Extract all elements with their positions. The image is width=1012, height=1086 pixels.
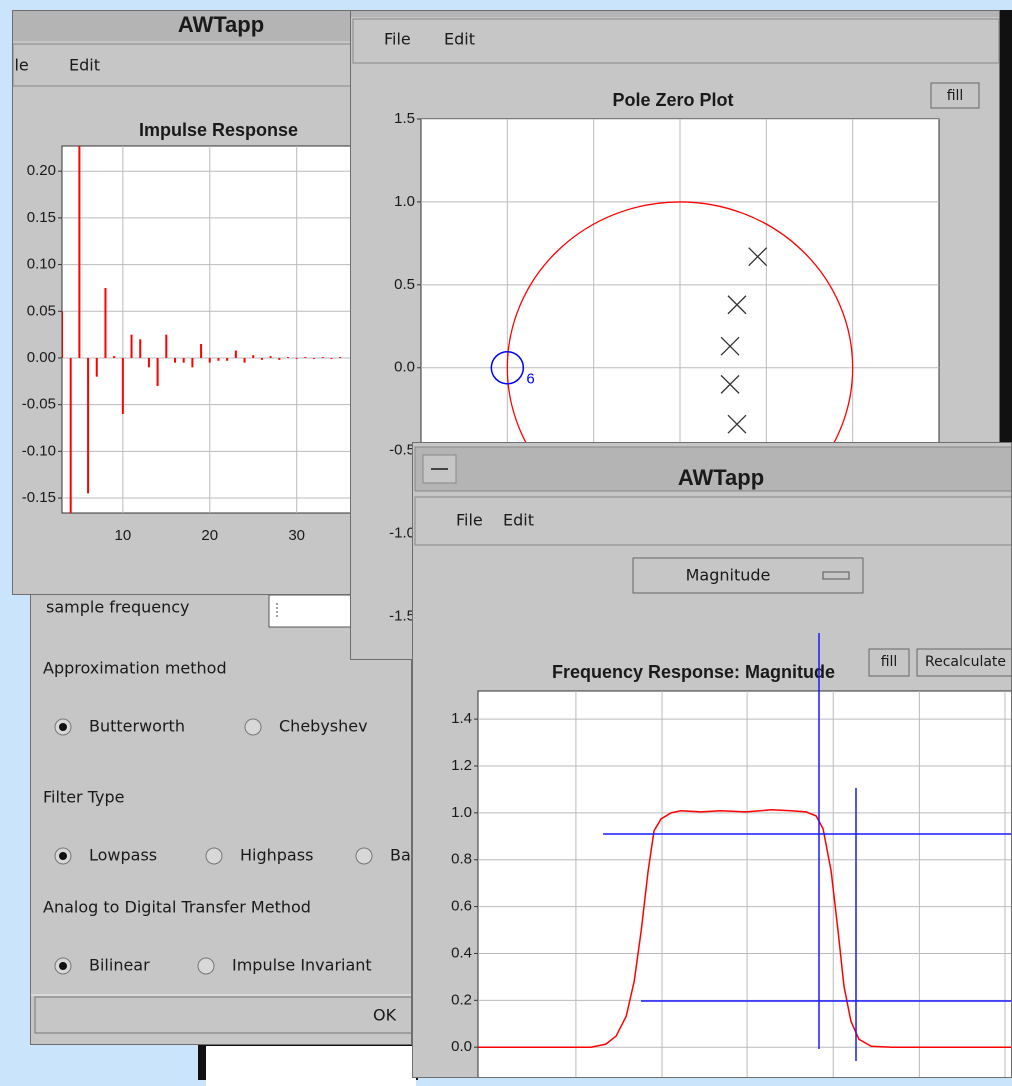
plot-area bbox=[477, 690, 1011, 1077]
radio-label: Butterworth bbox=[89, 717, 185, 736]
window-title: AWTapp bbox=[678, 465, 764, 490]
y-tick-label: -0.5 bbox=[389, 442, 415, 459]
y-tick-label: 1.0 bbox=[394, 193, 415, 210]
y-tick-label: 0.15 bbox=[27, 209, 56, 226]
impulse-window: AWTapp File Edit Impulse Response 10 20 30… bbox=[12, 10, 372, 595]
magnitude-line bbox=[478, 809, 1011, 1048]
menu-bar bbox=[13, 43, 371, 87]
plot-title: Impulse Response bbox=[139, 120, 298, 140]
y-tick-label: -1.5 bbox=[389, 608, 415, 625]
zero bbox=[490, 351, 525, 385]
background-window-body bbox=[206, 1046, 416, 1086]
menu-item[interactable]: Edit bbox=[69, 56, 100, 75]
y-tick-label: 0.10 bbox=[27, 256, 56, 273]
frequency-window: AWTapp File Edit Magnitude Frequency Res… bbox=[412, 442, 1012, 1078]
radio-label: Highpass bbox=[240, 846, 313, 865]
y-tick-label: -0.05 bbox=[22, 396, 56, 413]
plot-title: Frequency Response: Magnitude bbox=[552, 662, 835, 682]
plot-content bbox=[478, 691, 1011, 1077]
x-tick-label: 10 bbox=[115, 527, 132, 544]
y-tick-label: -0.10 bbox=[22, 442, 56, 459]
radio-selected bbox=[59, 723, 67, 731]
radio-button[interactable] bbox=[244, 718, 262, 736]
x-tick-label: 20 bbox=[201, 527, 218, 544]
label: Filter Type bbox=[43, 788, 124, 807]
plot-content bbox=[62, 146, 371, 513]
y-tick-label: 0.0 bbox=[394, 359, 415, 376]
button-label: fill bbox=[881, 654, 898, 670]
y-tick-label: 0.5 bbox=[394, 276, 415, 293]
menu-bar bbox=[414, 496, 1011, 546]
y-tick-label: 0.00 bbox=[27, 349, 56, 366]
button-label: fill bbox=[947, 88, 964, 104]
plot-title: Pole Zero Plot bbox=[612, 90, 733, 110]
radio-label: Bilinear bbox=[89, 956, 150, 975]
y-tick-label: 0.6 bbox=[451, 898, 472, 915]
dropdown-label: Magnitude bbox=[686, 566, 771, 585]
radio-label: Lowpass bbox=[89, 846, 157, 865]
recalculate-button[interactable] bbox=[916, 648, 1012, 677]
menu-item[interactable]: Edit bbox=[444, 30, 475, 49]
radio-label: Bandpass bbox=[390, 846, 412, 865]
pole bbox=[748, 247, 768, 267]
title-bar bbox=[351, 11, 999, 17]
ok-button[interactable] bbox=[34, 996, 412, 1034]
y-tick-label: 1.0 bbox=[451, 804, 472, 821]
menu-item[interactable]: Edit bbox=[503, 511, 534, 530]
radio-label: Chebyshev bbox=[279, 717, 368, 736]
y-tick-label: 1.2 bbox=[451, 757, 472, 774]
y-tick-label: 1.5 bbox=[394, 110, 415, 127]
filter-dialog: sample frequency Approximation method Fi… bbox=[30, 590, 412, 1045]
fill-button[interactable] bbox=[930, 82, 980, 109]
radio-label: Impulse Invariant bbox=[232, 956, 372, 975]
x-tick-label: 30 bbox=[288, 527, 305, 544]
y-tick-label: 0.05 bbox=[27, 302, 56, 319]
menu-item[interactable]: File bbox=[384, 30, 411, 49]
menu-item[interactable]: File bbox=[13, 56, 29, 75]
radio-button[interactable] bbox=[205, 847, 223, 865]
y-tick-label: -0.15 bbox=[22, 489, 56, 506]
radio-button[interactable] bbox=[355, 847, 373, 865]
y-tick-label: -1.0 bbox=[389, 525, 415, 542]
y-tick-label: 0.2 bbox=[451, 991, 472, 1008]
button-label: Recalculate bbox=[925, 654, 1006, 670]
radio-selected bbox=[59, 852, 67, 860]
pole bbox=[720, 374, 740, 394]
fill-button[interactable] bbox=[868, 648, 910, 677]
radio-button[interactable] bbox=[197, 957, 215, 975]
pole bbox=[727, 295, 747, 315]
y-tick-label: 0.20 bbox=[27, 162, 56, 179]
frequency-canvas: AWTapp File Edit Magnitude Frequency Res… bbox=[414, 446, 1012, 1077]
zero-multiplicity: 6 bbox=[526, 371, 534, 388]
label: Analog to Digital Transfer Method bbox=[43, 898, 311, 917]
y-tick-label: 0.0 bbox=[451, 1038, 472, 1055]
pole bbox=[720, 336, 740, 356]
y-tick-label: 0.8 bbox=[451, 851, 472, 868]
plot-area bbox=[61, 145, 371, 514]
title-bar bbox=[13, 11, 371, 41]
menu-bar bbox=[352, 18, 999, 64]
label: sample frequency bbox=[46, 598, 190, 617]
y-tick-label: 1.4 bbox=[451, 710, 472, 727]
pole bbox=[727, 414, 747, 434]
y-tick-label: 0.4 bbox=[451, 944, 472, 961]
radio-selected bbox=[59, 962, 67, 970]
title-bar bbox=[414, 446, 1011, 492]
window-title: AWTapp bbox=[178, 12, 264, 37]
menu-item[interactable]: File bbox=[456, 511, 483, 530]
ok-label: OK bbox=[373, 1006, 397, 1025]
label: Approximation method bbox=[43, 659, 227, 678]
dropdown-indicator bbox=[822, 571, 850, 580]
impulse-canvas: AWTapp File Edit Impulse Response 10 20 30… bbox=[13, 11, 371, 544]
